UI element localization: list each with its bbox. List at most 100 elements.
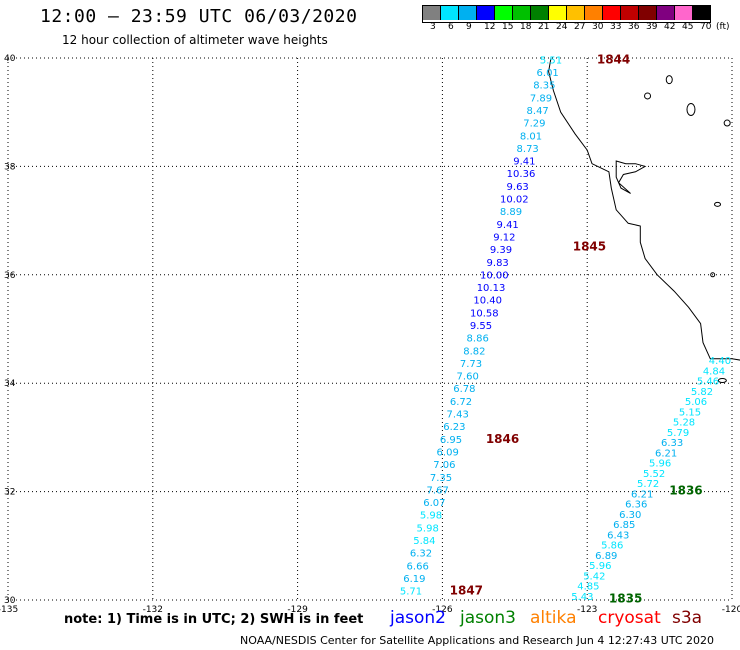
wave-height-value: 7.29	[523, 119, 545, 130]
map-title: 12:00 — 23:59 UTC 06/03/2020	[40, 6, 358, 27]
legend-label-70: 70	[700, 22, 712, 32]
wave-height-value: 6.07	[423, 498, 445, 509]
wave-height-value: 8.01	[520, 131, 542, 142]
lat-tick-label: 36	[4, 271, 16, 281]
wave-height-value: 7.06	[433, 460, 455, 471]
wave-height-value: 10.00	[480, 270, 509, 281]
lon-tick-label: -120	[722, 605, 740, 615]
wave-height-value: 7.67	[427, 485, 449, 496]
wave-height-value: 8.35	[533, 81, 555, 92]
wave-height-value: 9.12	[493, 232, 515, 243]
wave-height-value: 7.35	[430, 473, 452, 484]
pass-time-label: 1836	[669, 483, 702, 497]
wave-height-value: 4.84	[703, 366, 725, 377]
wave-height-value: 7.60	[457, 372, 479, 383]
wave-height-value: 10.40	[473, 296, 502, 307]
legend-swatch-30	[585, 6, 603, 20]
lake-outline	[686, 102, 696, 116]
satellite-label-altika: altika	[530, 608, 577, 628]
wave-height-value: 6.23	[443, 422, 465, 433]
note-text: note: 1) Time is in UTC; 2) SWH is in fe…	[64, 612, 364, 627]
wave-height-value: 4.40	[709, 356, 731, 367]
wave-height-value: 6.32	[410, 549, 432, 560]
legend-swatch-27	[567, 6, 585, 20]
lat-tick-label: 34	[4, 379, 16, 389]
legend-swatch-70	[693, 6, 710, 20]
legend-label-15: 15	[502, 22, 514, 32]
map-subtitle: 12 hour collection of altimeter wave hei…	[62, 33, 328, 47]
pass-time-label: 1847	[450, 584, 483, 598]
wave-height-value: 8.47	[527, 106, 549, 117]
wave-height-value: 6.85	[613, 520, 635, 531]
wave-height-value: 6.66	[407, 561, 429, 572]
legend-swatch-9	[459, 6, 477, 20]
wave-height-value: 5.52	[643, 469, 665, 480]
wave-height-value: 5.46	[697, 377, 719, 388]
legend-label-33: 33	[610, 22, 622, 32]
satellite-label-cryosat: cryosat	[598, 608, 661, 628]
wave-height-value: 6.21	[655, 448, 677, 459]
legend-swatch-39	[639, 6, 657, 20]
wave-height-value: 7.89	[530, 93, 552, 104]
lon-tick-label: -126	[432, 605, 453, 615]
wave-height-value: 10.02	[500, 195, 529, 206]
wave-height-value: 8.86	[467, 334, 489, 345]
legend-label-18: 18	[520, 22, 532, 32]
legend-unit: (ft)	[716, 22, 730, 32]
wave-height-value: 5.96	[589, 561, 611, 572]
wave-height-value: 9.83	[487, 258, 509, 269]
wave-height-value: 9.39	[490, 245, 512, 256]
bay-outline	[615, 160, 647, 194]
wave-height-value: 6.09	[437, 447, 459, 458]
legend-swatch-24	[549, 6, 567, 20]
wave-height-value: 8.89	[500, 207, 522, 218]
lon-tick-label: -129	[287, 605, 308, 615]
wave-height-value: 10.36	[507, 169, 536, 180]
wave-height-value: 6.01	[537, 68, 559, 79]
lake-outline	[665, 75, 673, 85]
legend-label-3: 3	[430, 22, 436, 32]
legend-swatch-3	[423, 6, 441, 20]
wave-height-value: 5.98	[417, 523, 439, 534]
legend-label-45: 45	[682, 22, 694, 32]
pass-time-label: 1845	[573, 239, 606, 253]
lake-outline	[723, 119, 731, 127]
wave-height-value: 6.33	[661, 438, 683, 449]
lon-tick-label: -123	[577, 605, 597, 615]
lake-outline	[717, 377, 727, 383]
wave-height-value: 5.79	[667, 428, 689, 439]
wave-height-value: 6.21	[631, 489, 653, 500]
legend-swatch-21	[531, 6, 549, 20]
wave-height-value: 5.15	[679, 407, 701, 418]
wave-height-value: 5.51	[540, 55, 562, 66]
wave-height-value: 7.43	[447, 410, 469, 421]
legend-swatch-36	[621, 6, 639, 20]
pass-time-label: 1835	[609, 592, 642, 606]
legend-swatch-6	[441, 6, 459, 20]
wave-height-value: 9.63	[507, 182, 529, 193]
wave-height-value: 6.95	[440, 435, 462, 446]
wave-height-value: 6.19	[403, 574, 425, 585]
legend-swatch-18	[513, 6, 531, 20]
color-legend	[422, 5, 711, 23]
satellite-label-jason3: jason3	[460, 608, 516, 628]
lat-tick-label: 30	[4, 596, 16, 606]
wave-height-value: 9.55	[470, 321, 492, 332]
wave-height-value: 10.13	[477, 283, 506, 294]
wave-height-value: 5.28	[673, 418, 695, 429]
wave-height-value: 5.71	[400, 587, 422, 598]
legend-label-42: 42	[664, 22, 676, 32]
legend-label-12: 12	[484, 22, 496, 32]
wave-height-value: 5.06	[685, 397, 707, 408]
wave-height-value: 8.82	[463, 346, 485, 357]
wave-height-value: 5.43	[571, 592, 593, 603]
wave-height-value: 9.41	[513, 157, 535, 168]
legend-swatch-15	[495, 6, 513, 20]
legend-label-39: 39	[646, 22, 658, 32]
wave-height-value: 8.73	[517, 144, 539, 155]
wave-height-value: 6.78	[453, 384, 475, 395]
legend-label-36: 36	[628, 22, 640, 32]
legend-label-6: 6	[448, 22, 454, 32]
satellite-label-s3a: s3a	[672, 608, 703, 628]
